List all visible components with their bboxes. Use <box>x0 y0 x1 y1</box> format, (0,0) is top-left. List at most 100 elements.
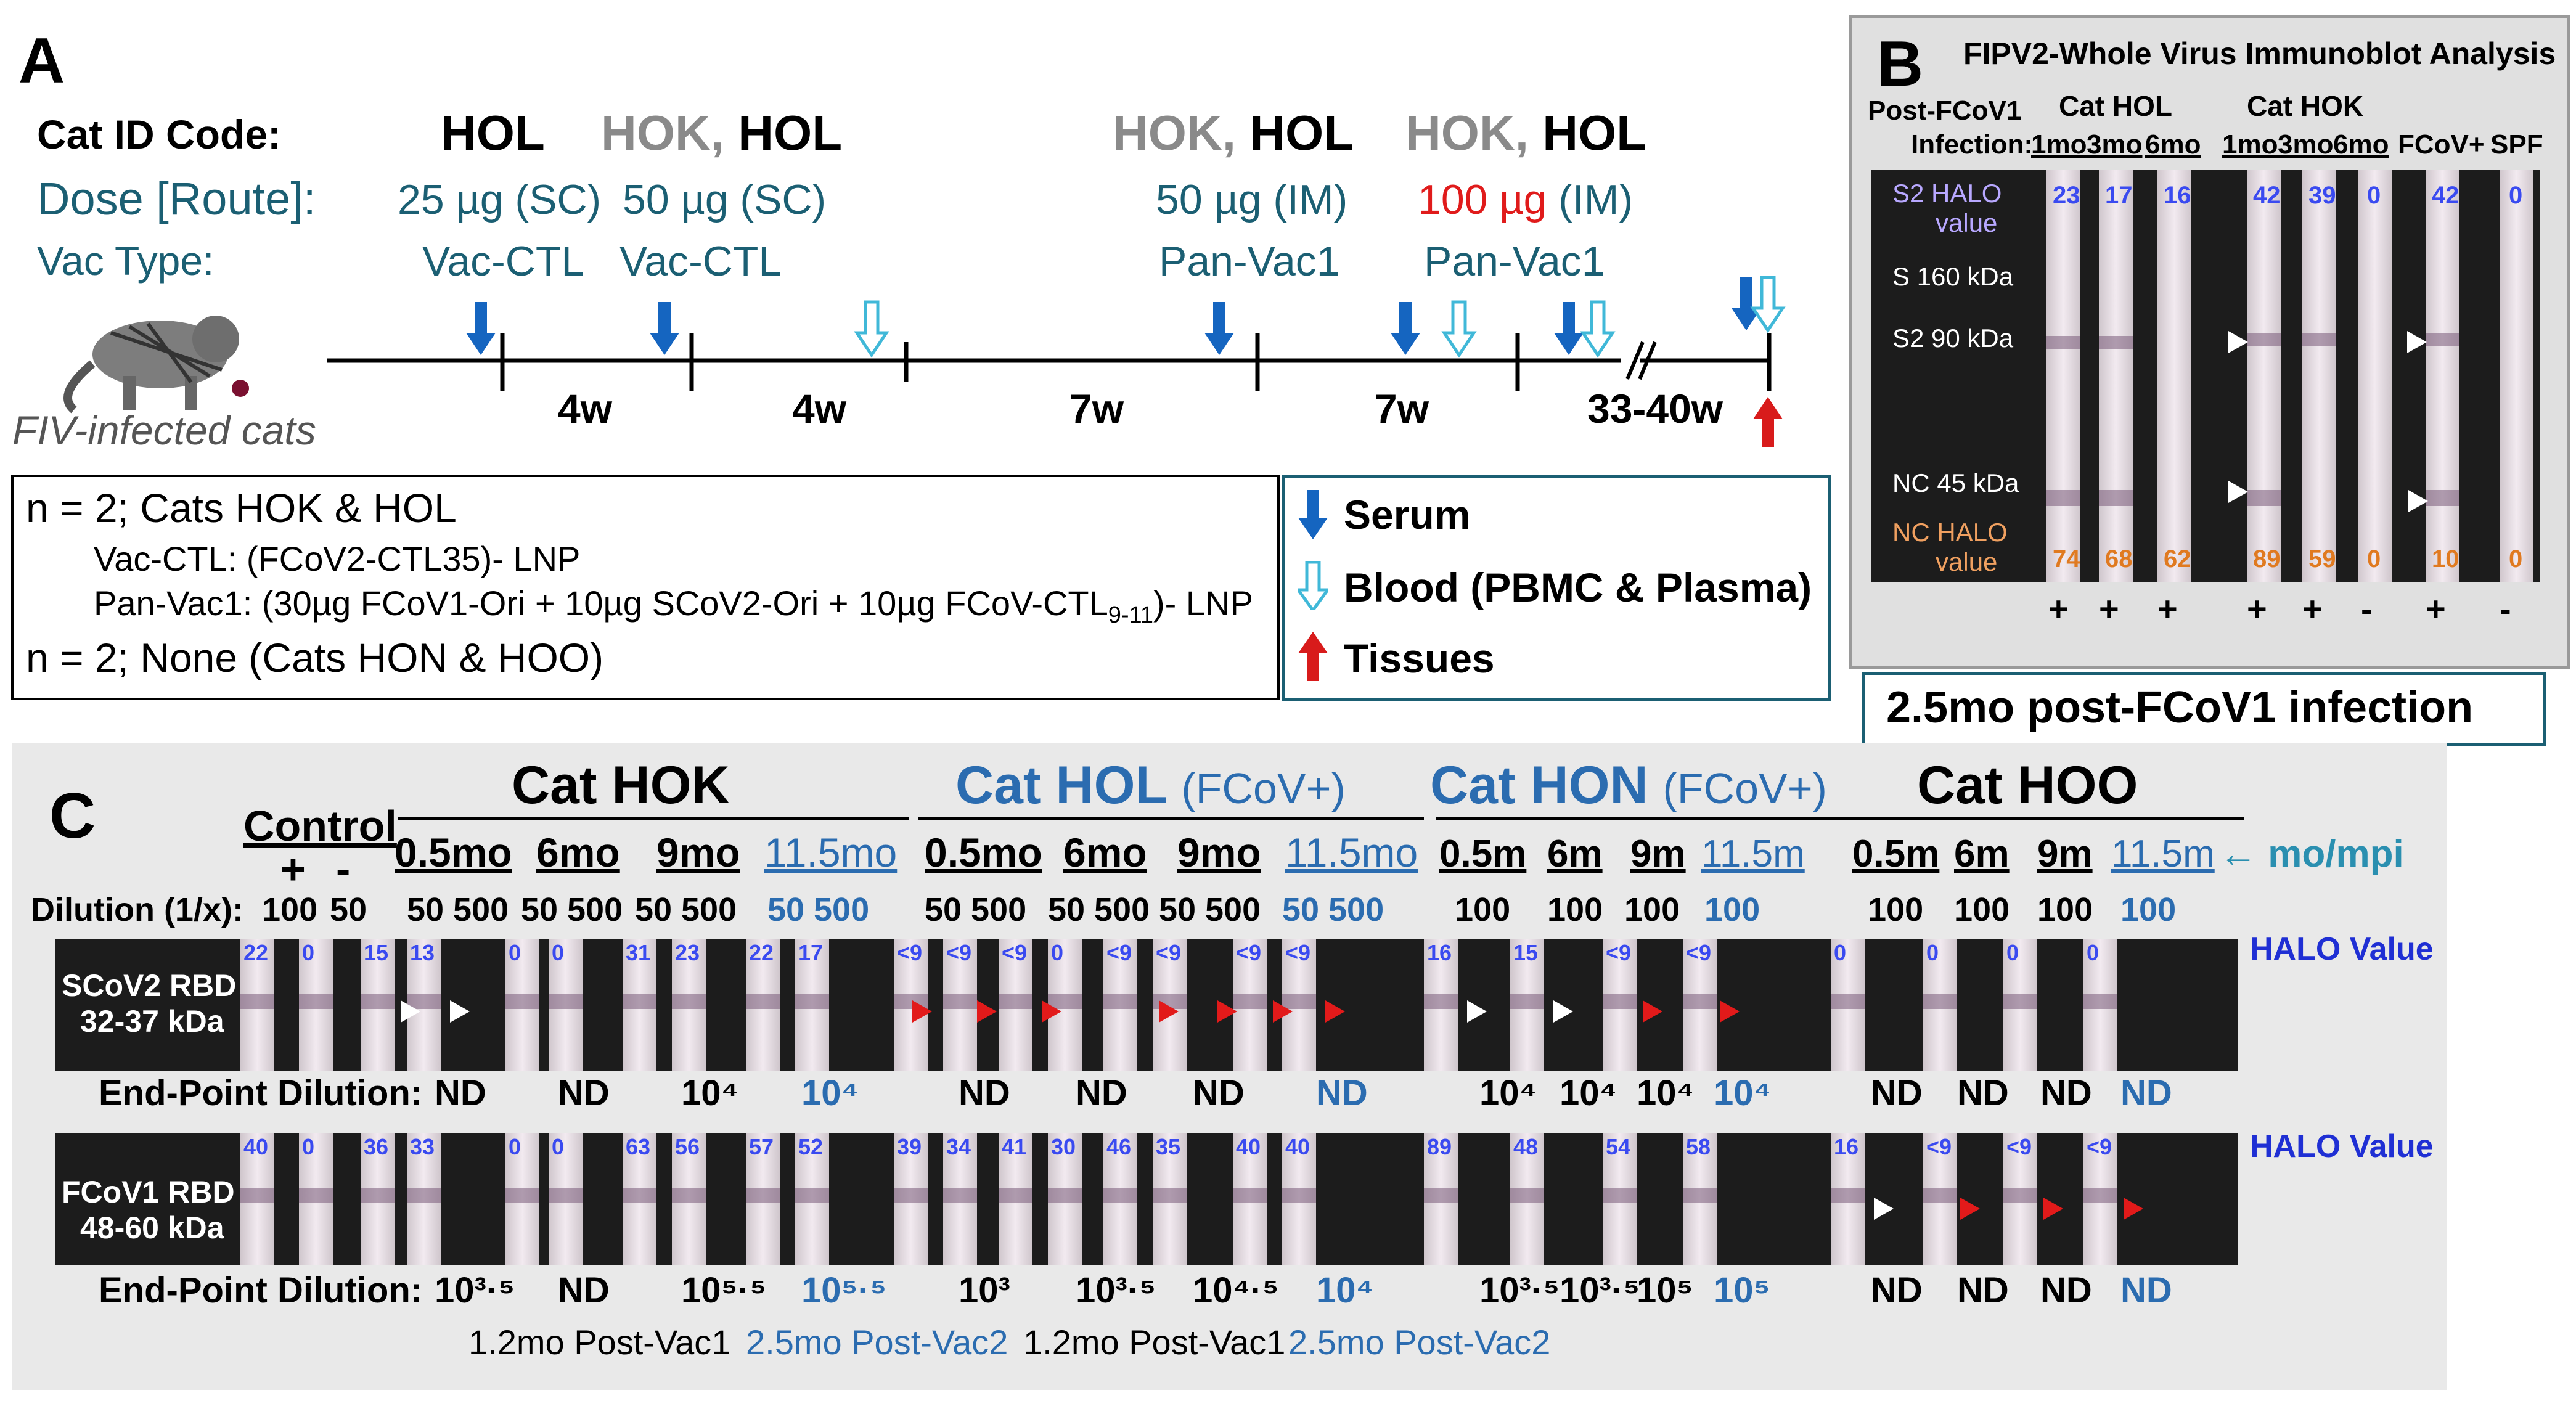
end-point-value: 10⁴ <box>1560 1073 1617 1113</box>
blot-band <box>299 994 333 1009</box>
s2-halo-label: S2 HALO value <box>1892 179 2002 237</box>
blot-band <box>1233 1188 1267 1203</box>
blot-band <box>1103 994 1137 1009</box>
dilution-label: Dilution (1/x): <box>31 891 243 928</box>
band-marker-arrow <box>401 1000 420 1023</box>
halo-value: <9 <box>2087 1134 2112 1159</box>
halo-value: <9 <box>2006 1134 2032 1159</box>
halo-value: 0 <box>1926 940 1939 965</box>
nc-halo-value: 0 <box>2367 545 2381 573</box>
end-point-value: 10³·⁵ <box>1479 1270 1560 1310</box>
cat-group-1: HOL <box>441 105 545 160</box>
cat-illustration <box>63 316 249 414</box>
group-header-hon: Cat HON (FCoV+) <box>1430 756 1827 815</box>
halo-value: <9 <box>1686 940 1712 965</box>
blot-band <box>623 994 656 1009</box>
dilution-value: 100 <box>1954 891 2010 928</box>
end-point-value: ND <box>2040 1270 2092 1310</box>
blot-band <box>549 1188 583 1203</box>
dilution-value: 500 <box>453 891 509 928</box>
s2-halo-value: 0 <box>2367 182 2381 209</box>
cat-hok-label: Cat HOK <box>2247 90 2364 122</box>
sign: + <box>2157 589 2178 628</box>
halo-value: 0 <box>302 940 315 965</box>
time-label: 9m <box>1630 833 1686 875</box>
end-point-value: ND <box>435 1073 486 1113</box>
band-marker-arrow <box>1553 1000 1573 1023</box>
halo-value: 0 <box>552 940 565 965</box>
nc-halo-value: 59 <box>2308 545 2336 573</box>
blot-band <box>1510 994 1544 1009</box>
band-marker-arrow <box>1325 1000 1345 1023</box>
control-label: Control <box>243 802 397 850</box>
end-point-value: ND <box>558 1073 610 1113</box>
spf-label: SPF <box>2490 129 2543 160</box>
vac-type-3: Pan-Vac1 <box>1159 238 1340 285</box>
halo-value: <9 <box>1156 940 1182 965</box>
band-marker-arrow <box>1960 1198 1980 1220</box>
serum-legend-icon <box>1298 490 1328 539</box>
band-marker-arrow <box>1720 1000 1740 1023</box>
dose-4: 100 µg (IM) <box>1418 176 1634 223</box>
blot-band <box>2083 994 2117 1009</box>
end-point-value: 10⁴ <box>681 1073 739 1113</box>
dilution-value: 500 <box>681 891 737 928</box>
end-point-value: ND <box>558 1270 610 1310</box>
panel-b: B FIPV2-Whole Virus Immunoblot Analysis … <box>1849 15 2570 669</box>
halo-value: 33 <box>410 1134 435 1159</box>
dilution-value: 50 <box>925 891 962 928</box>
band-marker-arrow <box>1273 1000 1293 1023</box>
blot-band <box>795 1188 829 1203</box>
dilution-value: 100 <box>1704 891 1760 928</box>
cat-group-3: HOK, HOL <box>1113 105 1354 160</box>
dilution-value: 100 <box>1547 891 1603 928</box>
tissues-legend-icon <box>1298 632 1328 681</box>
band-marker-arrow <box>1874 1198 1894 1220</box>
dose-2: 50 µg (SC) <box>623 176 827 223</box>
scov2-rbd-blot: 22 0 15 13 0 0 31 23 22 17 <9 <9 <9 0 <9 <9 <9 <9 16 15 <9 <9… <box>55 939 2238 1071</box>
end-point-label-1: End-Point Dilution: <box>99 1073 423 1113</box>
post-vac-note: 1.2mo Post-Vac1 <box>1023 1323 1286 1362</box>
hol-time-3: 6mo <box>2145 129 2201 160</box>
band-marker-arrow <box>2228 481 2248 503</box>
dilution-value: 100 <box>2120 891 2177 928</box>
blot-band <box>999 1188 1032 1203</box>
vac-type-2: Vac-CTL <box>619 238 782 285</box>
end-point-value: 10³ <box>959 1270 1010 1310</box>
panel-a-letter: A <box>18 25 65 97</box>
blot-band <box>943 1188 977 1203</box>
end-point-value: ND <box>1076 1073 1127 1113</box>
blot-band <box>505 1188 539 1203</box>
s2-halo-value: 16 <box>2164 182 2191 209</box>
end-point-value: 10⁵ <box>1714 1270 1770 1310</box>
end-point-value: ND <box>1957 1270 2009 1310</box>
end-point-value: ND <box>2120 1073 2172 1113</box>
hok-time-1: 1mo <box>2222 129 2278 160</box>
dilution-value: 100 <box>262 891 318 928</box>
halo-value: 0 <box>552 1134 565 1159</box>
mo-mpi-label: ← mo/mpi <box>2219 833 2404 875</box>
time-label: 0.5m <box>1852 833 1940 875</box>
end-point-value: 10⁴·⁵ <box>1193 1270 1279 1310</box>
end-point-value: ND <box>1871 1073 1923 1113</box>
panel-b-letter: B <box>1877 28 1924 100</box>
halo-value: <9 <box>1236 940 1262 965</box>
nc-halo-label: NC HALO value <box>1892 518 2008 576</box>
halo-value: 0 <box>509 940 521 965</box>
post-vac-note: 2.5mo Post-Vac2 <box>1288 1323 1551 1362</box>
end-point-label-2: End-Point Dilution: <box>99 1270 423 1310</box>
halo-value: 17 <box>798 940 824 965</box>
vac-type-label: Vac Type: <box>37 238 215 284</box>
blot-band <box>1424 994 1458 1009</box>
blot-band <box>240 1188 274 1203</box>
vac-type-1: Vac-CTL <box>422 238 585 285</box>
dilution-value: 50 <box>330 891 367 928</box>
virus-icon <box>232 380 249 397</box>
halo-value: <9 <box>1002 940 1028 965</box>
nc-halo-value: 74 <box>2053 545 2080 573</box>
sign: - <box>2500 589 2511 628</box>
band-marker-arrow <box>912 1000 932 1023</box>
group-line-2: Vac-CTL: (FCoV2-CTL35)- LNP <box>94 539 581 578</box>
vac-type-4: Pan-Vac1 <box>1424 238 1605 285</box>
dilution-value: 50 <box>767 891 805 928</box>
